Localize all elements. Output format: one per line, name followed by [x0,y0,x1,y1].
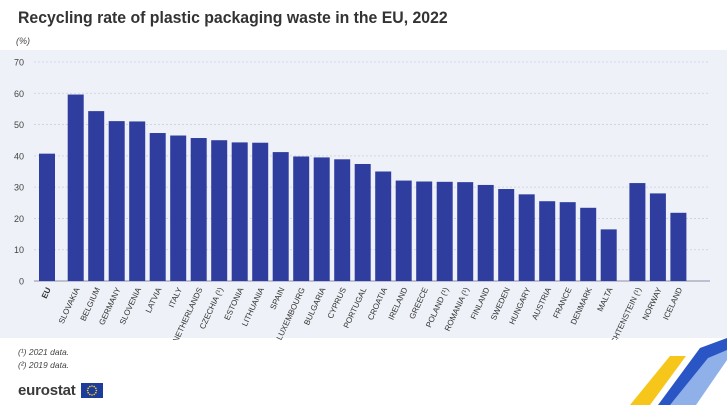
y-tick-label: 40 [14,151,24,161]
x-tick-label: AUSTRIA [530,285,553,321]
x-tick-label: FINLAND [469,286,492,321]
bar-ireland [395,180,412,281]
bar-italy [170,135,187,281]
bar-portugal [354,163,371,281]
bar-latvia [149,133,166,281]
eu-flag-icon [80,382,103,398]
bar-greece [416,181,433,281]
x-tick-label: ICELAND [661,286,684,321]
bar-sweden [498,189,515,281]
bar-liechtenstein [629,183,646,281]
x-tick-label: SWEDEN [489,286,512,322]
x-tick-label: CROATIA [366,285,389,321]
unit-label: (%) [16,36,30,46]
bar-belgium [88,111,105,282]
bar-lithuania [252,142,269,281]
x-tick-label: SLOVENIA [118,285,143,326]
bar-france [559,202,576,281]
bar-spain [272,152,289,281]
y-tick-label: 10 [14,245,24,255]
bars [39,94,687,282]
bar-germany [108,121,125,281]
bar-poland [436,181,453,281]
gridlines [34,61,710,282]
eurostat-logo: eurostat [18,380,103,400]
footnote-2021: (¹) 2021 data. [18,347,70,357]
y-tick-label: 70 [14,58,24,68]
x-tick-label: BELGIUM [79,286,103,323]
bar-denmark [580,207,597,281]
bar-eu [39,153,55,281]
y-tick-label: 20 [14,214,24,224]
x-tick-label: ESTONIA [223,285,246,321]
bar-slovenia [129,121,146,281]
bar-estonia [231,142,248,281]
bar-romania [457,182,474,281]
bar-slovakia [67,94,84,281]
x-tick-label: LATVIA [144,285,164,314]
x-tick-label: IRELAND [387,286,410,321]
x-tick-label: MALTA [596,285,615,313]
bar-finland [477,184,494,281]
x-tick-label: NORWAY [641,285,664,321]
bar-bulgaria [313,157,330,281]
bar-iceland [670,212,687,281]
bar-croatia [375,171,392,281]
bar-norway [649,193,666,281]
bar-austria [539,201,556,281]
x-tick-label: DENMARK [569,285,594,326]
bar-luxembourg [293,156,310,281]
x-tick-label: CYPRUS [326,286,348,320]
bar-hungary [518,194,535,281]
bar-netherlands [190,138,207,281]
bar-czechia [211,140,228,281]
bar-cyprus [334,159,351,281]
footnote-2019: (²) 2019 data. [18,360,70,370]
x-tick-label: FRANCE [551,286,573,320]
y-axis-ticks: 0 10 20 30 40 50 60 70 [14,58,24,287]
chart-title: Recycling rate of plastic packaging wast… [18,8,448,27]
y-tick-label: 30 [14,183,24,193]
x-tick-label: GREECE [408,286,430,320]
x-tick-label: EU [40,286,53,300]
y-tick-label: 60 [14,89,24,99]
x-tick-label: HUNGARY [508,285,533,326]
bar-malta [600,229,617,281]
bar-chart: 0 10 20 30 40 50 60 70 EU SLOVAKIABELGIUMGERMANY… [14,58,710,340]
y-tick-label: 0 [19,277,24,287]
brand-name: eurostat [18,381,76,399]
x-tick-label: ITALY [167,285,184,308]
x-tick-label: SPAIN [268,286,286,311]
y-tick-label: 50 [14,120,24,130]
decorative-ribbon [630,338,727,405]
